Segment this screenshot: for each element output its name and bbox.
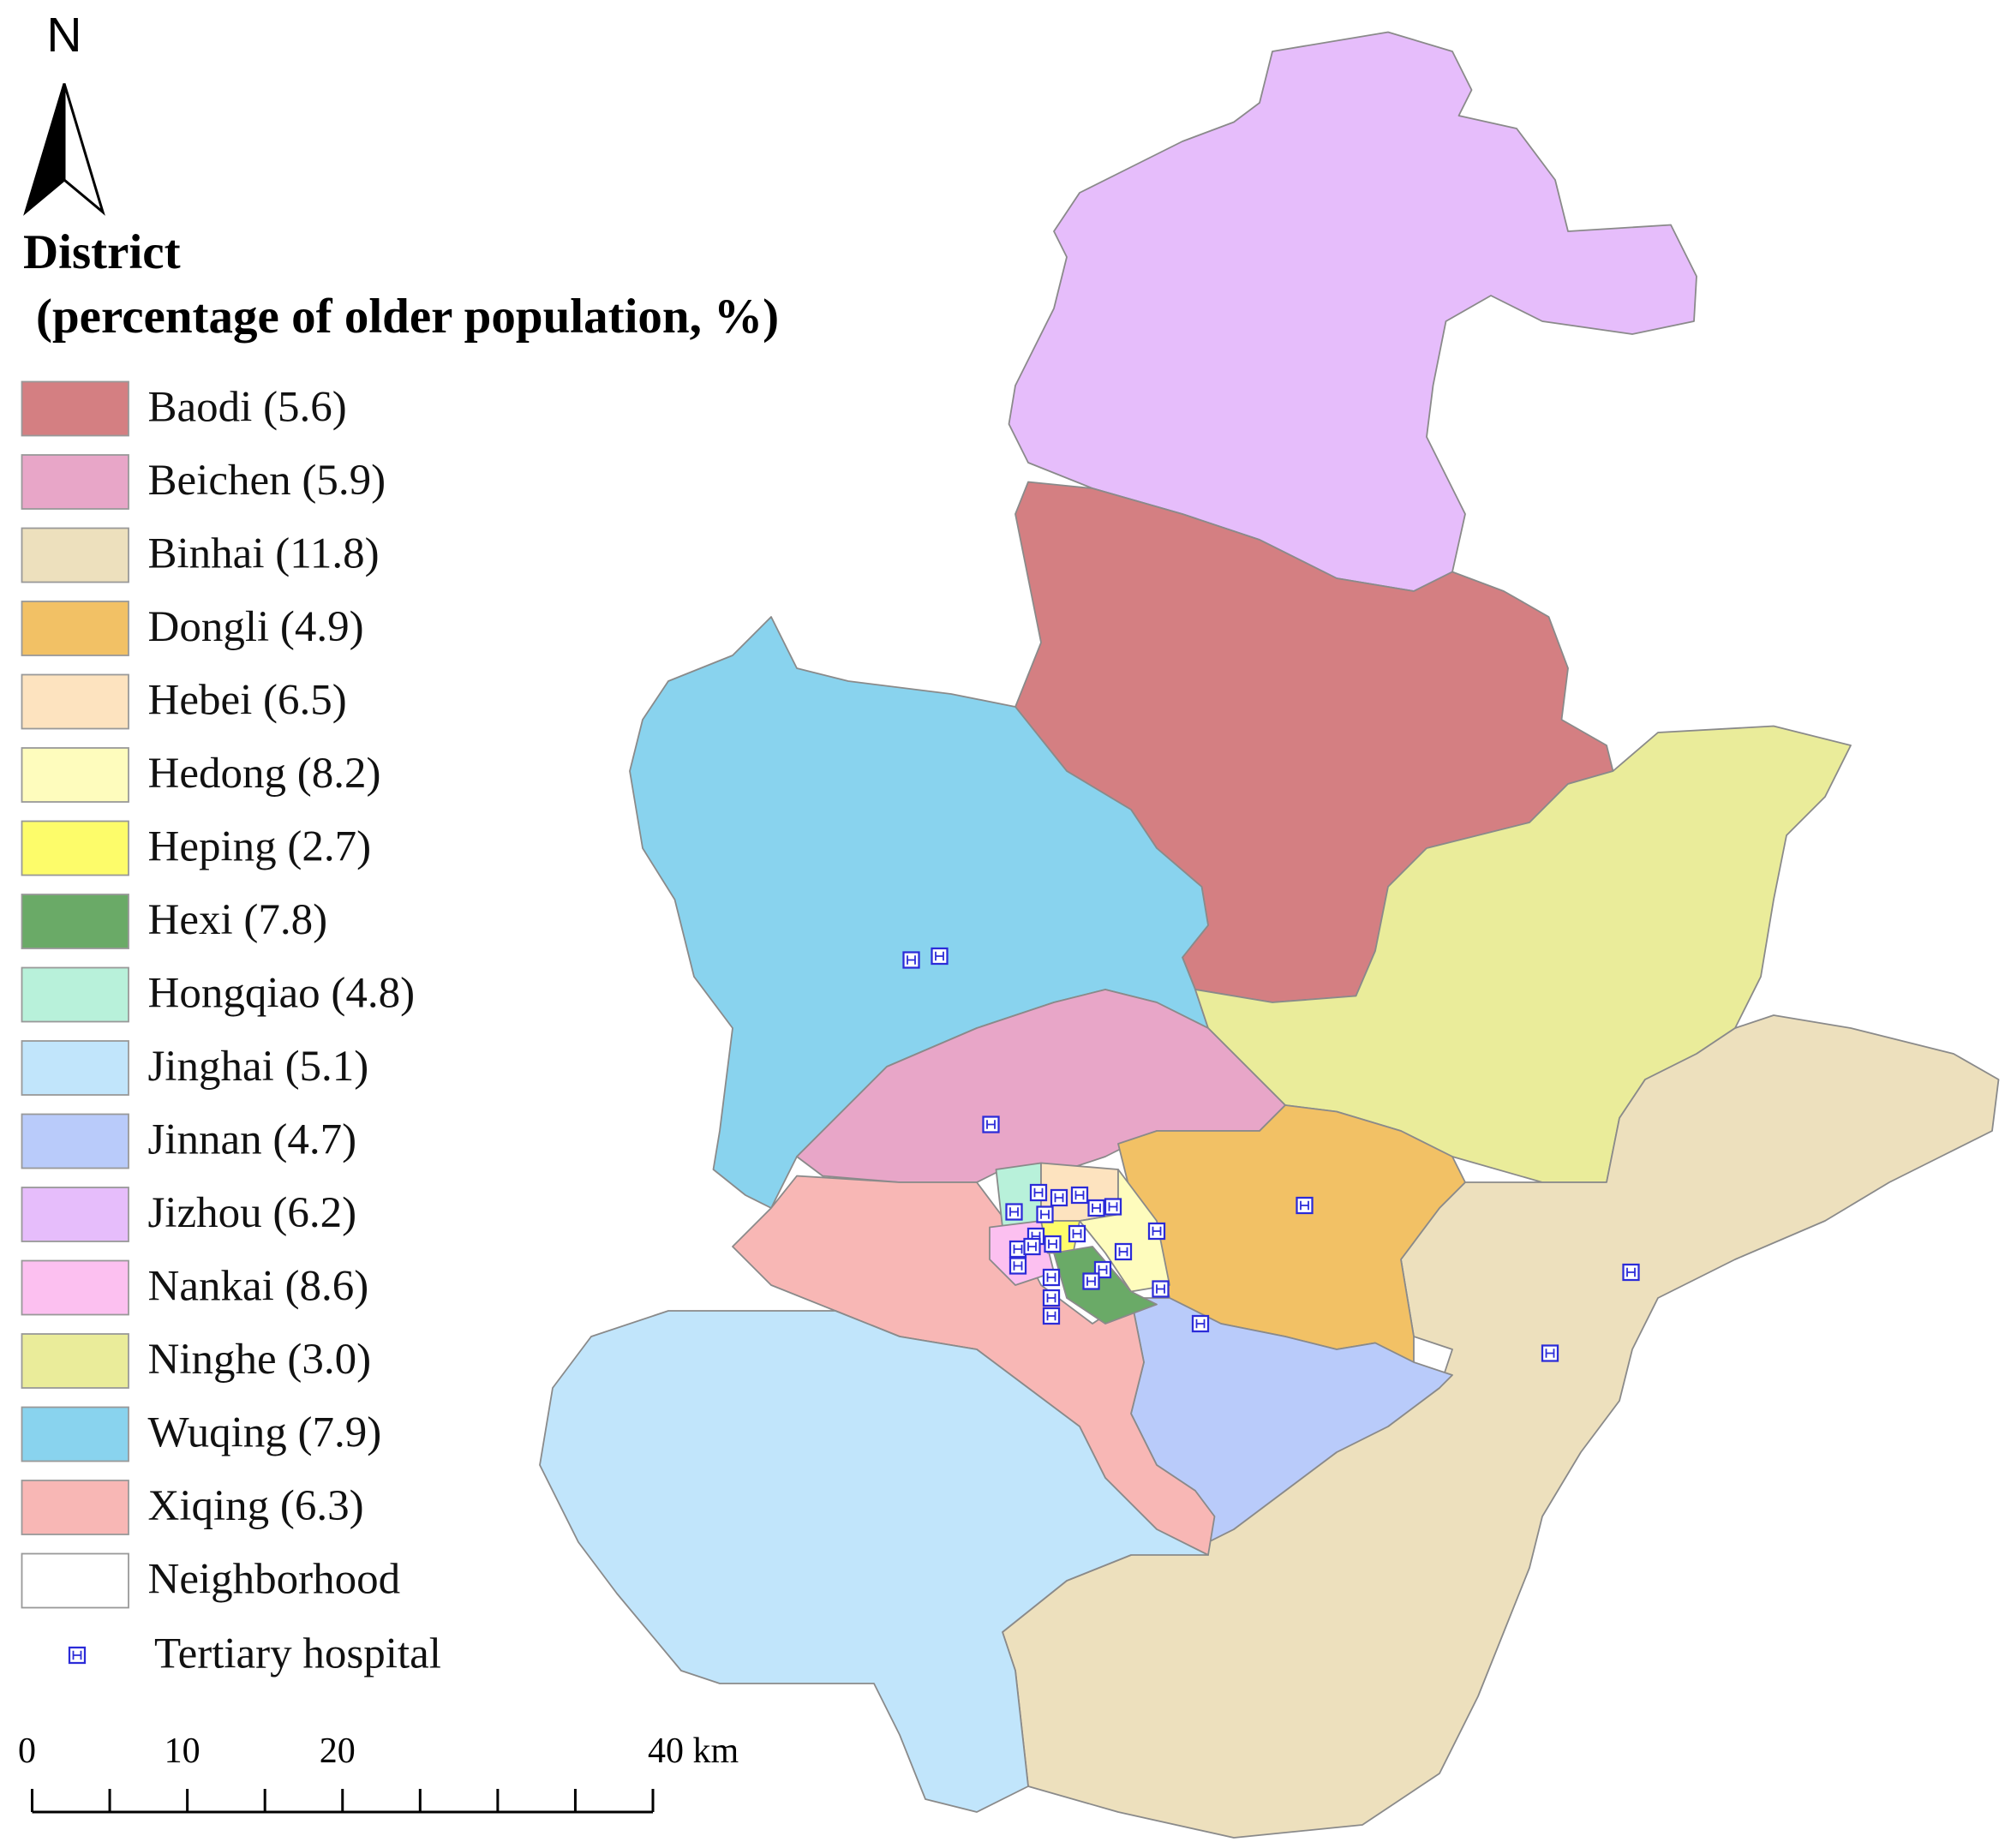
legend-title: District xyxy=(23,225,181,279)
legend-label: Beichen (5.9) xyxy=(148,457,386,505)
legend-subtitle: (percentage of older population, %) xyxy=(36,290,779,344)
legend-swatch xyxy=(21,454,129,510)
hospital-icon-h xyxy=(72,1650,82,1660)
north-label: N xyxy=(46,8,81,63)
hospital-icon-h xyxy=(986,1120,996,1129)
legend-label: Nankai (8.6) xyxy=(148,1263,369,1311)
legend-label: Hexi (7.8) xyxy=(148,896,328,944)
legend-swatch xyxy=(21,380,129,437)
legend-swatch xyxy=(21,1480,129,1535)
hospital-icon-h xyxy=(1108,1202,1118,1211)
legend-swatch xyxy=(21,527,129,583)
hospital-icon-h xyxy=(1040,1210,1050,1219)
hospital-icon-h xyxy=(1156,1284,1165,1294)
legend-swatch xyxy=(21,1040,129,1096)
legend-swatch xyxy=(21,747,129,803)
hospital-icon-h xyxy=(1074,1190,1085,1200)
legend-label: Neighborhood xyxy=(148,1556,401,1604)
legend-label: Jinghai (5.1) xyxy=(148,1043,369,1091)
legend-label: Xiqing (6.3) xyxy=(148,1482,364,1530)
legend-swatch xyxy=(21,820,129,876)
legend-label: Heping (2.7) xyxy=(148,823,372,871)
map xyxy=(539,31,2000,1839)
legend-label: Jizhou (6.2) xyxy=(148,1189,357,1237)
scale-label: 20 xyxy=(320,1731,356,1771)
legend: Baodi (5.6) Beichen (5.9) Binhai (11.8) Don… xyxy=(21,380,441,1678)
hospital-icon-h xyxy=(1086,1277,1096,1286)
legend-swatch xyxy=(21,1113,129,1169)
hospital-icon-h xyxy=(1545,1349,1555,1358)
legend-swatch xyxy=(21,673,129,730)
legend-label: Dongli (4.9) xyxy=(148,603,364,651)
legend-swatch xyxy=(21,894,129,949)
hospital-icon-h xyxy=(1046,1272,1056,1283)
hospital-icon-h xyxy=(907,955,916,965)
hospital-icon-h xyxy=(1092,1203,1101,1213)
hospital-icon-h xyxy=(1626,1267,1636,1277)
hexi-district xyxy=(1053,1246,1158,1325)
legend-swatch xyxy=(21,966,129,1023)
hospital-icon-h xyxy=(1027,1241,1037,1252)
legend-label: Baodi (5.6) xyxy=(148,384,347,432)
scale-label: 10 xyxy=(165,1731,200,1771)
hospital-icon-h xyxy=(1046,1311,1056,1321)
legend-label: Tertiary hospital xyxy=(154,1630,441,1678)
jizhou-district xyxy=(1008,31,1697,592)
hospital-icon-h xyxy=(1009,1207,1019,1217)
hospital-icon-h xyxy=(1054,1193,1064,1203)
north-arrow-left xyxy=(23,83,66,216)
hospital-icon-h xyxy=(1300,1200,1309,1211)
legend-swatch xyxy=(21,1552,129,1609)
hospitals xyxy=(902,947,1640,1362)
scale-bar: 0 10 20 40 km xyxy=(18,1731,739,1814)
hospital-icon-h xyxy=(1048,1239,1057,1249)
hospital-icon-h xyxy=(1152,1226,1162,1236)
legend-label: Hedong (8.2) xyxy=(148,750,381,798)
legend-swatch xyxy=(21,1406,129,1462)
legend-label: Jinnan (4.7) xyxy=(148,1116,357,1164)
legend-swatch xyxy=(21,1187,129,1242)
hospital-icon-h xyxy=(1195,1319,1206,1329)
scale-label: 0 xyxy=(18,1731,36,1771)
hospital-icon-h xyxy=(1013,1261,1023,1271)
legend-label: Hongqiao (4.8) xyxy=(148,970,416,1018)
legend-label: Hebei (6.5) xyxy=(148,677,347,725)
hospital-icon-h xyxy=(935,951,944,961)
legend-label: Ninghe (3.0) xyxy=(148,1336,372,1384)
legend-label: Binhai (11.8) xyxy=(148,530,380,578)
hospital-icon-h xyxy=(1118,1247,1128,1257)
north-arrow: N xyxy=(23,8,105,216)
hospital-icon-h xyxy=(1033,1187,1044,1198)
jinghai-district xyxy=(539,1310,1209,1813)
legend-swatch xyxy=(21,1259,129,1316)
hospital-icon-h xyxy=(1072,1229,1082,1239)
legend-label: Wuqing (7.9) xyxy=(148,1409,382,1457)
legend-swatch xyxy=(21,1333,129,1389)
hospital-icon-h xyxy=(1046,1293,1056,1303)
hospital-icon-h xyxy=(1013,1244,1023,1254)
legend-swatch xyxy=(21,601,129,656)
scale-label: 40 km xyxy=(648,1731,739,1771)
